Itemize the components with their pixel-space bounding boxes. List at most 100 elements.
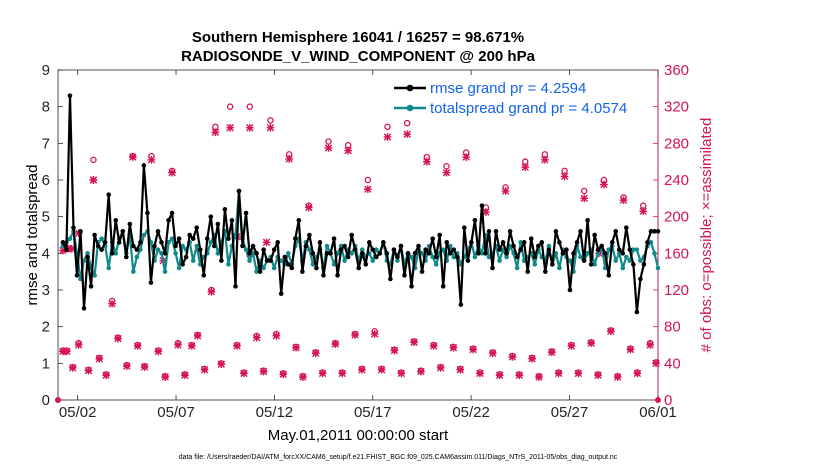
rmse-point [293, 236, 298, 241]
obs-assimilated-marker [200, 365, 209, 374]
legend-box [387, 75, 651, 119]
rmse-point [578, 229, 583, 234]
obs-assimilated-marker [174, 341, 182, 349]
obs-assimilated-marker [114, 334, 122, 343]
rmse-point [95, 243, 101, 249]
rmse-point [479, 203, 485, 208]
totalspread-point [655, 265, 661, 271]
rmse-point [222, 207, 228, 212]
obs-assimilated-marker [370, 330, 379, 338]
rmse-point [152, 243, 157, 249]
totalspread-point [567, 258, 573, 263]
totalspread-point [433, 262, 439, 267]
y-tick-label-left: 4 [42, 245, 50, 262]
totalspread-point [486, 254, 492, 260]
rmse-point [264, 258, 270, 263]
obs-assimilated-marker [84, 366, 93, 375]
rmse-point [419, 269, 425, 274]
totalspread-point [497, 258, 502, 263]
rmse-point [409, 284, 414, 289]
totalspread-point [113, 251, 119, 256]
obs-assimilated-marker [547, 348, 556, 357]
rmse-point [638, 276, 643, 282]
totalspread-point [349, 251, 354, 256]
rmse-point [159, 240, 164, 245]
totalspread-point [250, 251, 256, 256]
rmse-point [356, 265, 361, 271]
y-tick-label-right: 80 [664, 319, 681, 336]
totalspread-point [307, 247, 312, 252]
x-tick-label: 05/07 [157, 404, 195, 421]
obs-assimilated-marker [606, 327, 615, 336]
obs-assimilated-marker [554, 369, 563, 378]
rmse-point [85, 254, 90, 260]
obs-assimilated-marker [193, 331, 202, 340]
rmse-point [627, 247, 633, 252]
rmse-point [454, 254, 460, 260]
rmse-point [532, 254, 538, 260]
rmse-point [120, 229, 126, 234]
rmse-point [194, 225, 200, 230]
obs-assimilated-marker [147, 155, 156, 164]
rmse-point [261, 247, 266, 252]
obs-assimilated-marker [488, 349, 497, 358]
obs-possible-marker [580, 187, 588, 195]
obs-assimilated-marker [68, 364, 77, 372]
obs-assimilated-marker [495, 371, 504, 380]
rmse-point [546, 247, 552, 252]
x-tick-label: 05/27 [551, 404, 589, 421]
totalspread-point [134, 254, 140, 260]
y-tick-label-left: 3 [42, 282, 50, 299]
rmse-point [243, 210, 249, 216]
totalspread-point [595, 251, 601, 256]
obs-assimilated-marker [299, 373, 307, 381]
obs-assimilated-marker [652, 359, 660, 368]
obs-possible-marker [403, 119, 411, 127]
y-tick-label-right: 40 [664, 355, 681, 372]
totalspread-point [613, 258, 619, 263]
obs-assimilated-marker [639, 207, 648, 216]
totalspread-point [620, 265, 626, 271]
obs-assimilated-marker [442, 168, 451, 177]
totalspread-point [162, 269, 168, 274]
rmse-point [433, 254, 439, 260]
totalspread-point [472, 254, 478, 260]
rmse-point [592, 232, 597, 238]
totalspread-point [638, 258, 643, 263]
rmse-point [359, 251, 365, 256]
rmse-point [370, 247, 376, 252]
obs-assimilated-marker [541, 155, 549, 164]
rmse-point [99, 247, 104, 252]
obs-assimilated-marker [252, 333, 261, 342]
totalspread-point [634, 247, 640, 252]
obs-assimilated-marker [377, 365, 386, 374]
obs-assimilated-marker [580, 194, 589, 203]
obs-assimilated-marker [226, 123, 234, 132]
rmse-point [247, 251, 252, 256]
rmse-point [74, 273, 80, 278]
totalspread-point [155, 247, 161, 252]
obs-assimilated-marker [358, 365, 366, 374]
rmse-point [352, 247, 358, 252]
y-tick-label-right: 320 [664, 99, 689, 116]
rmse-point [328, 251, 333, 256]
rmse-point [599, 243, 604, 249]
obs-assimilated-marker [456, 365, 465, 374]
obs-assimilated-marker [272, 331, 281, 340]
obs-assimilated-marker [429, 342, 438, 350]
rmse-point [240, 243, 245, 249]
totalspread-point [606, 247, 612, 252]
totalspread-point [85, 251, 90, 256]
rmse-point [490, 265, 495, 271]
totalspread-point [254, 269, 259, 274]
y-tick-label-right: 120 [664, 282, 689, 299]
totalspread-point [159, 251, 164, 256]
obs-assimilated-marker [181, 371, 189, 380]
totalspread-point [310, 262, 316, 267]
y-axis-label-left: rmse and totalspread [24, 165, 41, 306]
totalspread-point [176, 265, 182, 271]
totalspread-point [624, 254, 629, 260]
totalspread-point [92, 273, 97, 278]
obs-assimilated-marker [240, 369, 248, 378]
rmse-point [585, 218, 590, 223]
